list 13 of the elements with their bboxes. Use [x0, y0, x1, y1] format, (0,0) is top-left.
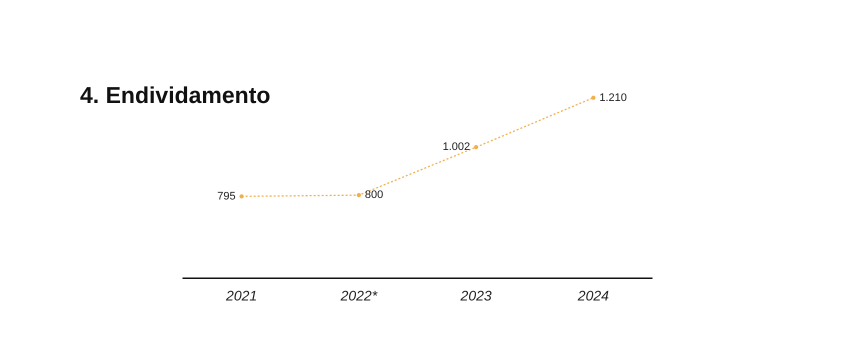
data-label: 1.002 — [442, 141, 470, 154]
data-label: 795 — [217, 190, 236, 202]
point — [591, 96, 596, 100]
point — [474, 145, 478, 150]
point — [239, 194, 244, 198]
chart-title: 4. Endividamento — [80, 82, 270, 109]
point — [356, 193, 362, 198]
x-tick-label: 2024 — [576, 287, 610, 304]
data-label: 800 — [364, 189, 384, 202]
x-tick-label: 2023 — [460, 287, 492, 304]
x-tick-label: 2022* — [340, 287, 378, 304]
data-label: 1.210 — [599, 92, 627, 104]
x-tick-label: 2021 — [225, 287, 258, 304]
